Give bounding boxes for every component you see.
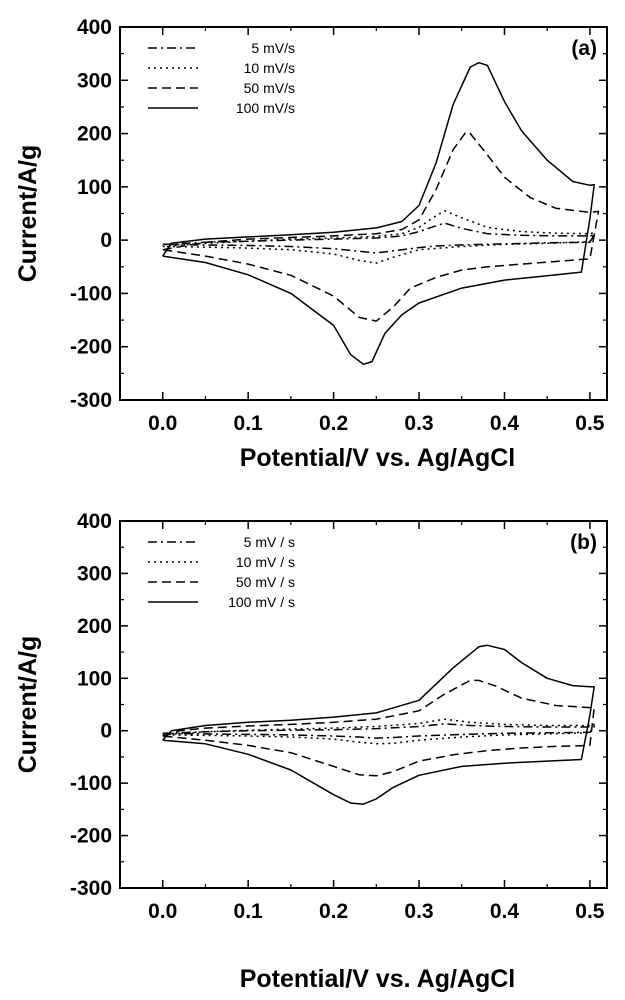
legend-label-2: 10 mV / s <box>236 554 295 570</box>
x-axis-title: Potential/V vs. Ag/AgCl <box>240 444 516 472</box>
series-line-3 <box>162 131 600 322</box>
legend-label-3: 50 mV / s <box>236 574 295 590</box>
series-line-4 <box>162 644 595 805</box>
panel-label: (a) <box>571 37 597 60</box>
y-tick-label: 0 <box>100 229 112 252</box>
legend-label-2: 10 mV/s <box>244 60 295 76</box>
legend-label-1: 5 mV / s <box>244 534 295 550</box>
legend-label-3: 50 mV/s <box>244 80 295 96</box>
y-tick-label: 100 <box>77 667 112 690</box>
y-tick-label: -100 <box>70 282 112 305</box>
series-line-4 <box>162 61 595 366</box>
x-tick-label: 0.2 <box>319 900 348 923</box>
x-tick-label: 0.5 <box>575 412 605 435</box>
series-line-1 <box>162 222 595 254</box>
y-tick-label: 300 <box>77 562 112 585</box>
series-line-1 <box>162 723 595 739</box>
x-tick-label: 0.1 <box>234 900 264 923</box>
x-tick-label: 0.0 <box>148 900 177 923</box>
x-tick-label: 0.3 <box>404 900 433 923</box>
legend-label-4: 100 mV/s <box>236 100 295 116</box>
legend-label-1: 5 mV/s <box>251 40 295 56</box>
y-tick-label: 400 <box>77 510 112 533</box>
x-tick-label: 0.1 <box>234 412 264 435</box>
x-axis-title: Potential/V vs. Ag/AgCl <box>240 965 516 993</box>
y-tick-label: 100 <box>77 176 112 199</box>
y-tick-label: 0 <box>100 720 112 743</box>
x-tick-label: 0.4 <box>490 412 520 435</box>
panel-b: 0.0 0.1 0.2 0.3 0.4 0.5 400 300 200 100 0 -100 -200 -… <box>14 510 608 993</box>
series-line-2 <box>162 210 595 264</box>
y-tick-label: 200 <box>77 123 112 146</box>
y-tick-label: -200 <box>70 336 112 359</box>
panel-label: (b) <box>570 531 597 554</box>
y-axis-title: Current/A/g <box>14 145 42 283</box>
y-tick-label: -200 <box>70 825 112 848</box>
x-tick-label: 0.4 <box>490 900 520 923</box>
x-tick-label: 0.0 <box>148 412 177 435</box>
y-tick-label: 400 <box>77 16 112 39</box>
x-tick-label: 0.5 <box>575 900 605 923</box>
plot-frame <box>119 520 608 889</box>
y-tick-label: 200 <box>77 615 112 638</box>
y-tick-label: 300 <box>77 69 112 92</box>
plot-frame <box>119 26 608 401</box>
y-tick-label: -300 <box>70 389 112 412</box>
legend-label-4: 100 mV / s <box>228 594 295 610</box>
y-tick-label: -300 <box>70 877 112 900</box>
x-tick-label: 0.2 <box>319 412 348 435</box>
y-axis-title: Current/A/g <box>14 636 42 774</box>
y-tick-label: -100 <box>70 772 112 795</box>
x-tick-label: 0.3 <box>404 412 433 435</box>
panel-a: 0.0 0.1 0.2 0.3 0.4 0.5 400 300 200 100 0 -100 -200 -… <box>14 16 608 472</box>
